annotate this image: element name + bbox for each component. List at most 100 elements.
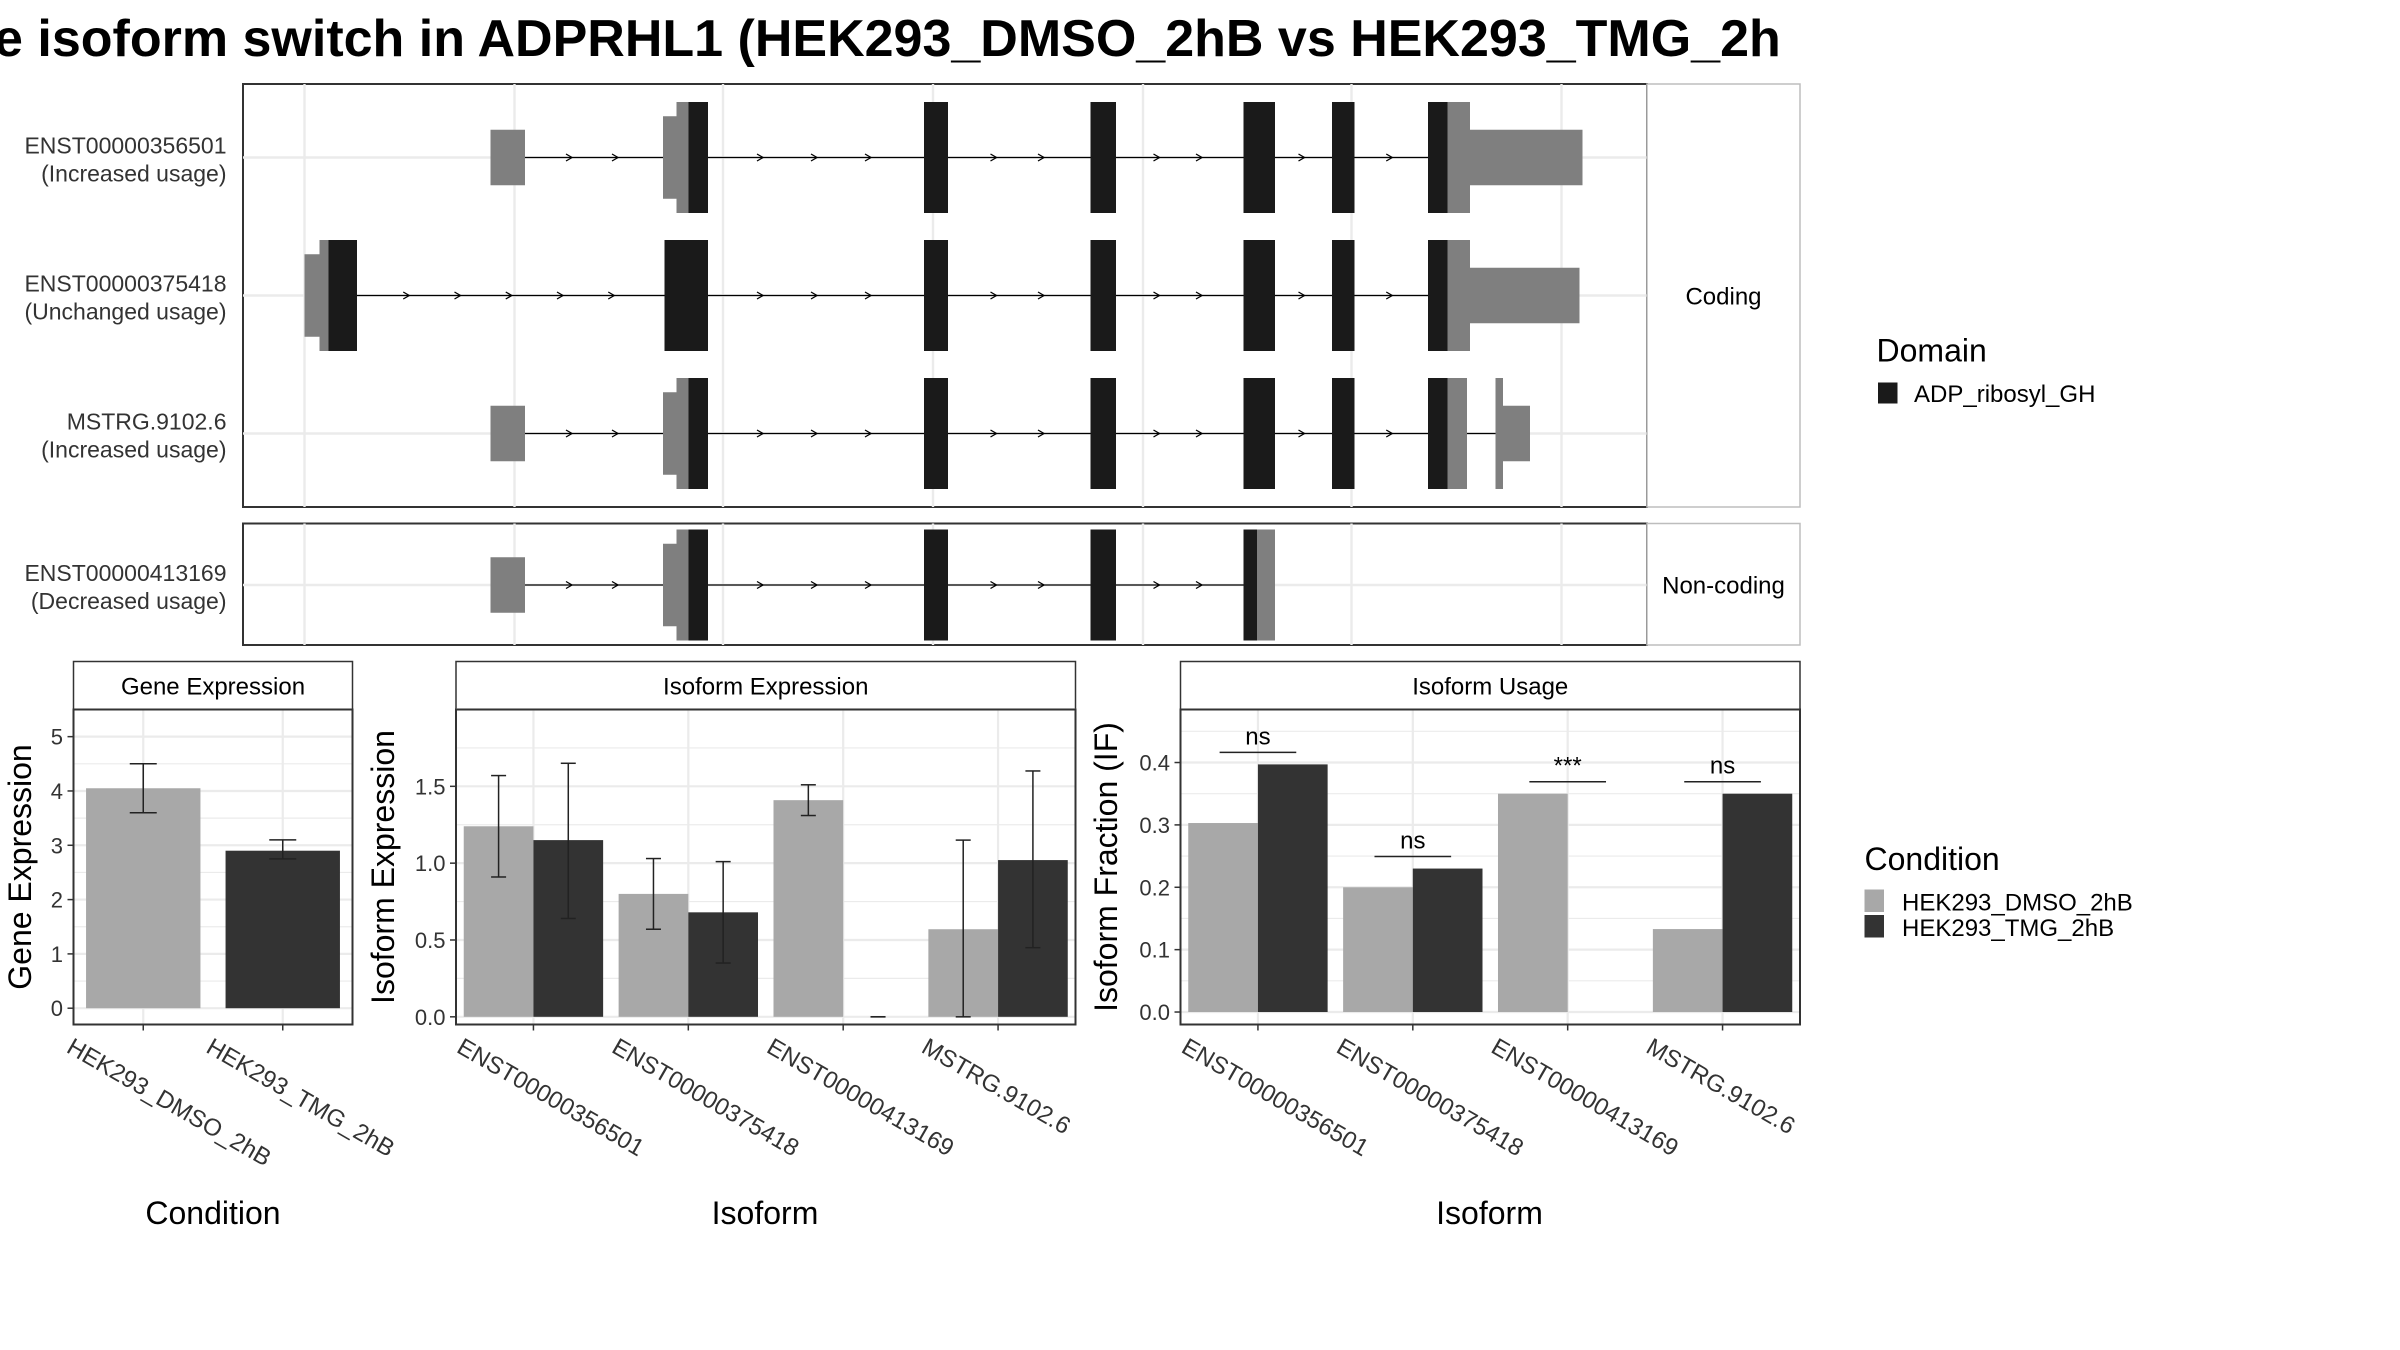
isoform-usage-label: (Unchanged usage) [24, 299, 226, 325]
domain-exon [1090, 529, 1116, 641]
direction-arrow [1037, 291, 1046, 300]
exon [676, 102, 689, 213]
x-tick-label: MSTRG.9102.6 [917, 1033, 1075, 1140]
direction-arrow [565, 429, 574, 438]
exon [1447, 240, 1470, 351]
exon [1447, 378, 1467, 489]
direction-arrow [990, 291, 998, 300]
exon [676, 378, 689, 489]
isoform-track: ENST00000375418(Unchanged usage) [24, 240, 1580, 351]
exon [490, 129, 525, 186]
bar [1343, 887, 1413, 1013]
isoform-id-label: MSTRG.9102.6 [67, 409, 227, 435]
bar [86, 788, 201, 1009]
domain-exon [1428, 240, 1448, 351]
direction-arrow [611, 429, 620, 438]
exon [663, 116, 677, 199]
y-tick-label: 1 [51, 942, 63, 967]
direction-arrow [1298, 429, 1306, 438]
direction-arrow [1037, 429, 1046, 438]
direction-arrow [565, 153, 574, 162]
chart-frame [1179, 708, 1801, 1026]
bar [225, 850, 340, 1009]
domain-exon [688, 529, 708, 641]
chart-isoform-expression: Isoform Expression0.00.51.01.5ENST000003… [365, 660, 1077, 1231]
x-axis-title: Isoform [1436, 1195, 1543, 1231]
y-tick-label: 5 [51, 725, 63, 750]
bar [773, 800, 844, 1017]
direction-arrow [990, 153, 998, 162]
direction-arrow [1153, 429, 1161, 438]
exon [1257, 529, 1275, 641]
direction-arrow [810, 153, 819, 162]
direction-arrow [756, 429, 765, 438]
direction-arrow [556, 291, 565, 300]
direction-arrow [810, 429, 819, 438]
domain-exon [924, 378, 948, 489]
direction-arrow [611, 580, 620, 590]
domain-exon [328, 240, 357, 351]
domain-legend: Domain ADP_ribosyl_GH [1877, 333, 2096, 409]
isoform-usage-label: (Increased usage) [41, 437, 226, 463]
condition-legend-key [1864, 915, 1884, 938]
domain-exon [1428, 378, 1448, 489]
direction-arrow [1298, 153, 1306, 162]
exon [1470, 129, 1583, 186]
direction-arrow [756, 291, 765, 300]
domain-exon [1332, 102, 1355, 213]
direction-arrow [756, 153, 765, 162]
significance-label: ns [1710, 753, 1735, 780]
exon [1503, 405, 1530, 462]
domain-legend-label: ADP_ribosyl_GH [1914, 381, 2095, 408]
exon [490, 405, 525, 462]
figure-title: e isoform switch in ADPRHL1 (HEK293_DMSO… [0, 10, 1781, 68]
isoform-usage-label: (Increased usage) [41, 161, 226, 187]
direction-arrow [611, 153, 620, 162]
y-axis-title: Isoform Expression [365, 730, 401, 1004]
condition-legend-title: Condition [1865, 841, 2000, 877]
bar [1412, 868, 1483, 1013]
domain-exon [1243, 102, 1275, 213]
direction-arrow [1153, 580, 1161, 590]
direction-arrow [864, 429, 873, 438]
exon [1495, 378, 1503, 489]
domain-exon [1332, 240, 1355, 351]
structure-strip [1646, 522, 1801, 646]
domain-exon [688, 378, 708, 489]
isoform-id-label: ENST00000413169 [24, 560, 226, 586]
significance-label: *** [1554, 753, 1582, 780]
chart-title: Gene Expression [121, 674, 305, 701]
chart-title: Isoform Usage [1412, 674, 1568, 701]
chart-strip [1179, 660, 1801, 711]
significance-label: ns [1245, 723, 1270, 750]
exon [319, 240, 329, 351]
condition-legend-key [1864, 889, 1884, 912]
y-axis-title: Gene Expression [2, 744, 38, 989]
y-tick-label: 4 [51, 779, 63, 804]
domain-legend-key [1878, 382, 1898, 404]
y-tick-label: 0.1 [1139, 938, 1170, 963]
direction-arrow [1385, 153, 1394, 162]
exon [1447, 102, 1470, 213]
direction-arrow [864, 580, 873, 590]
domain-exon [688, 102, 708, 213]
direction-arrow [1298, 291, 1306, 300]
isoform-id-label: ENST00000375418 [24, 271, 226, 297]
direction-arrow [1153, 291, 1161, 300]
structure-strip-label: Coding [1685, 284, 1761, 311]
domain-exon [924, 240, 948, 351]
domain-exon [1243, 378, 1275, 489]
direction-arrow [810, 291, 819, 300]
y-tick-label: 0.0 [1139, 1000, 1170, 1025]
exon [663, 543, 677, 627]
exon [1470, 267, 1580, 324]
domain-exon [1090, 240, 1116, 351]
bar [1188, 823, 1258, 1013]
direction-arrow [1195, 580, 1204, 590]
domain-exon [1090, 378, 1116, 489]
direction-arrow [1195, 429, 1204, 438]
